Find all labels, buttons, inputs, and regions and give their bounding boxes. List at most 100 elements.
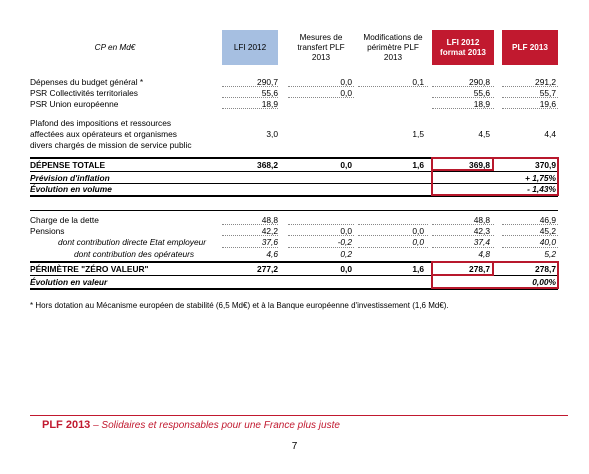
row-separator [222, 224, 278, 225]
row-label-depense-totale: DÉPENSE TOTALE [30, 160, 106, 170]
cell-lfi-format: 48,8 [473, 215, 490, 225]
row-separator [432, 86, 494, 87]
row-separator [288, 86, 354, 87]
cell-plf-2013: 4,4 [544, 129, 556, 139]
row-label-evolution-valeur: Évolution en valeur [30, 277, 108, 287]
cell-plf-2013: 46,9 [539, 215, 556, 225]
cell-lfi-format: 290,8 [469, 77, 490, 87]
row-separator [288, 97, 354, 98]
cell-lfi-2012: 42,2 [261, 226, 278, 236]
row-separator [502, 97, 558, 98]
cell-lfi-format: 37,4 [473, 237, 490, 247]
header-lfi-2012: LFI 2012 [222, 30, 278, 65]
cell-plf-2013: 40,0 [539, 237, 556, 247]
row-separator [432, 97, 494, 98]
row-label: Pensions [30, 226, 65, 236]
cell-lfi-2012: 3,0 [266, 129, 278, 139]
cell-mesures: 0,0 [340, 77, 352, 87]
row-label-perimetre-zero-valeur: PÉRIMÈTRE "ZÉRO VALEUR" [30, 264, 149, 274]
header-lfi-2012-format-2013: LFI 2012 format 2013 [432, 30, 494, 65]
row-label: dont contribution directe Etat employeur [58, 237, 207, 247]
section-end-rule [30, 288, 558, 290]
cell-lfi-format: 55,6 [473, 88, 490, 98]
footer-title-subtitle: – Solidaires et responsables pour une Fr… [90, 420, 340, 431]
row-separator [502, 247, 558, 248]
footnote: * Hors dotation au Mécanisme européen de… [30, 301, 449, 310]
row-label: PSR Collectivités territoriales [30, 88, 138, 98]
page-number: 7 [291, 441, 298, 452]
row-rule [30, 275, 558, 276]
row-separator [358, 235, 428, 236]
cell-plf-2013: 370,9 [535, 160, 556, 170]
cell-mesures: 0,0 [340, 226, 352, 236]
cell-lfi-2012: 55,6 [261, 88, 278, 98]
cell-plf-2013: 278,7 [535, 264, 556, 274]
cell-mesures: 0,2 [340, 249, 352, 259]
row-separator [288, 247, 354, 248]
row-separator [358, 86, 428, 87]
cell-mesures: 0,0 [340, 88, 352, 98]
cell-mesures: 0,0 [340, 264, 352, 274]
header-cp-label: CP en Md€ [94, 42, 136, 52]
row-separator [222, 97, 278, 98]
row-label: Plafond des impositions et ressources [30, 118, 172, 128]
row-separator [222, 86, 278, 87]
cell-lfi-2012: 277,2 [257, 264, 278, 274]
cell-lfi-2012: 48,8 [261, 215, 278, 225]
perimetre-top-rule [30, 261, 558, 263]
cell-plf-2013: 291,2 [535, 77, 556, 87]
row-separator [358, 247, 428, 248]
cell-lfi-format: 369,8 [469, 160, 490, 170]
row-separator [288, 235, 354, 236]
highlight-box [431, 157, 559, 196]
row-separator [288, 224, 354, 225]
cell-modifications: 1,6 [412, 264, 424, 274]
cell-modifications: 1,6 [412, 160, 424, 170]
cell-modifications: 0,1 [412, 77, 424, 87]
cell-plf-2013: + 1,75% [525, 173, 556, 183]
row-rule [30, 183, 558, 184]
cell-mesures: -0,2 [337, 237, 352, 247]
row-label-evolution-volume: Évolution en volume [30, 184, 112, 194]
cell-mesures: 0,0 [340, 160, 352, 170]
cell-lfi-format: 4,8 [478, 249, 490, 259]
row-separator [432, 224, 494, 225]
cell-plf-2013: 0,00% [532, 277, 556, 287]
cell-plf-2013: 19,6 [539, 99, 556, 109]
cell-plf-2013: 45,2 [539, 226, 556, 236]
cell-plf-2013: - 1,43% [527, 184, 556, 194]
cell-plf-2013: 5,2 [544, 249, 556, 259]
row-separator [502, 86, 558, 87]
row-separator [502, 108, 558, 109]
cell-modifications: 0,0 [412, 226, 424, 236]
row-separator [222, 247, 278, 248]
total-bottom-rule [30, 171, 558, 172]
cell-plf-2013: 55,7 [539, 88, 556, 98]
header-plf-2013: PLF 2013 [502, 30, 558, 65]
cell-lfi-2012: 37,6 [261, 237, 278, 247]
row-label: Charge de la dette [30, 215, 99, 225]
cell-modifications: 0,0 [412, 237, 424, 247]
row-label: affectées aux opérateurs et organismes [30, 129, 177, 139]
cell-lfi-format: 278,7 [469, 264, 490, 274]
cell-lfi-format: 18,9 [473, 99, 490, 109]
header-mesures-transfert: Mesures de transfert PLF 2013 [297, 32, 345, 62]
row-label: Dépenses du budget général * [30, 77, 144, 87]
cell-lfi-format: 4,5 [478, 129, 490, 139]
highlight-box [431, 261, 559, 289]
row-separator [502, 235, 558, 236]
section-top-rule [30, 210, 558, 211]
row-label: divers chargés de mission de service pub… [30, 140, 192, 150]
cell-lfi-2012: 4,6 [266, 249, 278, 259]
header-modifications-perimetre: Modifications de périmètre PLF 2013 [363, 32, 423, 62]
cell-lfi-format: 42,3 [473, 226, 490, 236]
section-end-rule [30, 195, 558, 197]
row-separator [358, 224, 428, 225]
row-separator [222, 235, 278, 236]
footer-rule [30, 415, 568, 416]
row-separator [432, 235, 494, 236]
row-label: dont contribution des opérateurs [74, 249, 195, 259]
cell-lfi-2012: 290,7 [257, 77, 278, 87]
row-separator [502, 224, 558, 225]
cell-modifications: 1,5 [412, 129, 424, 139]
